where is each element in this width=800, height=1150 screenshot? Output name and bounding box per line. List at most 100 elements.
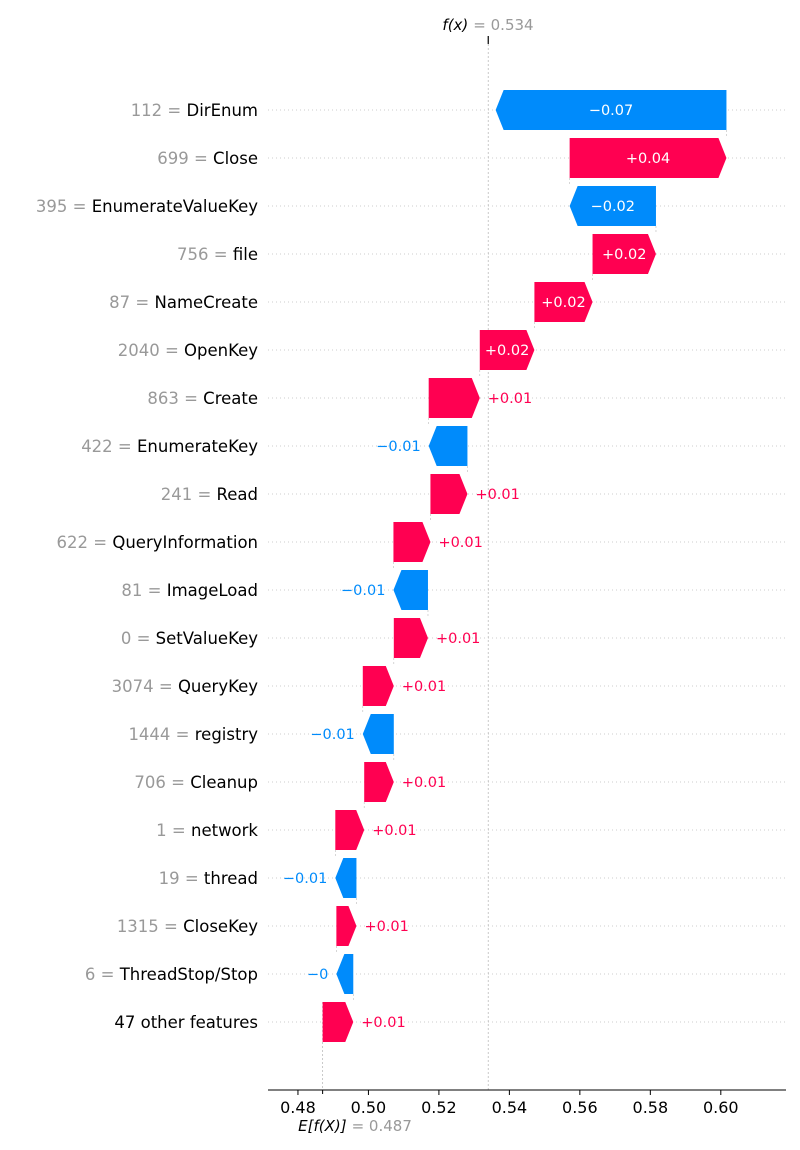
feature-value: 622 = <box>57 533 113 552</box>
feature-name: CloseKey <box>183 917 258 936</box>
feature-label: 241 = Read <box>161 485 258 504</box>
feature-name: ThreadStop/Stop <box>119 965 258 984</box>
feature-label: 706 = Cleanup <box>134 773 258 792</box>
feature-label: 756 = file <box>177 245 258 264</box>
waterfall-bar <box>322 1002 354 1042</box>
feature-label: 699 = Close <box>157 149 258 168</box>
feature-name: ImageLoad <box>167 581 258 600</box>
feature-value: 3074 = <box>112 677 178 696</box>
feature-label: 1444 = registry <box>128 725 258 744</box>
fx-label: f(x) = 0.534 <box>442 16 533 34</box>
x-axis: 0.48 0.50 0.52 0.54 0.56 0.58 0.60 <box>268 1089 786 1117</box>
bar-value-label: +0.02 <box>541 295 585 311</box>
feature-value: 87 = <box>109 293 154 312</box>
waterfall-bar <box>495 90 727 130</box>
waterfall-bar <box>430 474 468 514</box>
feature-label: 422 = EnumerateKey <box>81 437 258 456</box>
feature-label: 1315 = CloseKey <box>117 917 258 936</box>
bar-value-label: +0.01 <box>361 1015 405 1031</box>
waterfall-bar <box>393 618 428 658</box>
x-tick-label: 0.56 <box>562 1098 598 1117</box>
bar-value-label: −0.01 <box>376 439 420 455</box>
waterfall-bar <box>362 714 394 754</box>
feature-label: 47 other features <box>114 1013 258 1032</box>
feature-name: Read <box>217 485 258 504</box>
feature-value: 6 = <box>85 965 120 984</box>
feature-name: 47 other features <box>114 1013 258 1032</box>
contribution-bars: −0.07 +0.04 −0.02 +0.02 +0.02 +0.02 +0.01 −0.01… <box>283 90 727 1042</box>
feature-label: 19 = thread <box>159 869 258 888</box>
efx-annotation: E[f(X)] = 0.487 <box>298 1117 412 1135</box>
feature-value: 0 = <box>121 629 156 648</box>
feature-value: 395 = <box>36 197 92 216</box>
bar-value-label: +0.01 <box>402 775 446 791</box>
waterfall-bar <box>592 234 656 274</box>
efx-label: E[f(X)] = 0.487 <box>298 1117 412 1135</box>
waterfall-bar <box>335 858 357 898</box>
feature-name: EnumerateKey <box>137 437 258 456</box>
bar-value-label: +0.01 <box>372 823 416 839</box>
feature-value: 863 = <box>147 389 203 408</box>
bar-value-label: −0 <box>307 967 328 983</box>
fx-annotation: f(x) = 0.534 <box>442 16 533 34</box>
feature-value: 112 = <box>131 101 187 120</box>
feature-name: thread <box>204 869 258 888</box>
feature-value: 422 = <box>81 437 137 456</box>
feature-label: 622 = QueryInformation <box>57 533 258 552</box>
feature-name: Close <box>213 149 258 168</box>
feature-label: 81 = ImageLoad <box>121 581 258 600</box>
waterfall-bar <box>362 666 394 706</box>
x-tick-label: 0.58 <box>633 1098 669 1117</box>
x-tick-label: 0.52 <box>421 1098 457 1117</box>
waterfall-bar <box>569 138 727 178</box>
bar-value-label: +0.01 <box>364 919 408 935</box>
bar-value-label: +0.01 <box>475 487 519 503</box>
feature-label: 2040 = OpenKey <box>118 341 259 360</box>
bar-value-label: −0.02 <box>591 199 635 215</box>
bar-value-label: +0.04 <box>626 151 670 167</box>
bar-value-label: +0.02 <box>602 247 646 263</box>
bar-value-label: +0.01 <box>488 391 532 407</box>
bar-value-label: +0.02 <box>485 343 529 359</box>
feature-value: 756 = <box>177 245 233 264</box>
feature-name: DirEnum <box>187 101 259 120</box>
feature-name: SetValueKey <box>156 629 259 648</box>
feature-value: 1 = <box>156 821 191 840</box>
feature-name: registry <box>195 725 258 744</box>
bar-value-label: −0.07 <box>589 103 633 119</box>
feature-name: NameCreate <box>154 293 258 312</box>
feature-label: 112 = DirEnum <box>131 101 258 120</box>
x-tick-label: 0.54 <box>492 1098 528 1117</box>
waterfall-bar <box>393 522 431 562</box>
feature-name: network <box>191 821 258 840</box>
feature-value: 241 = <box>161 485 217 504</box>
feature-label: 87 = NameCreate <box>109 293 258 312</box>
feature-name: QueryKey <box>178 677 258 696</box>
bar-value-label: +0.01 <box>438 535 482 551</box>
feature-label: 395 = EnumerateValueKey <box>36 197 258 216</box>
feature-labels: 112 = DirEnum 699 = Close 395 = EnumerateV… <box>36 101 259 1032</box>
feature-label: 0 = SetValueKey <box>121 629 258 648</box>
x-tick-label: 0.50 <box>351 1098 387 1117</box>
feature-value: 2040 = <box>118 341 184 360</box>
feature-value: 1315 = <box>117 917 183 936</box>
waterfall-bar <box>393 570 428 610</box>
waterfall-bar <box>335 810 365 850</box>
waterfall-bar <box>479 330 535 370</box>
bar-value-label: −0.01 <box>283 871 327 887</box>
reference-lines <box>322 36 727 1090</box>
waterfall-bar <box>428 378 480 418</box>
waterfall-bar <box>336 954 354 994</box>
feature-name: file <box>233 245 258 264</box>
feature-name: Cleanup <box>190 773 258 792</box>
waterfall-bar <box>569 186 656 226</box>
bar-value-label: −0.01 <box>341 583 385 599</box>
feature-value: 1444 = <box>128 725 194 744</box>
waterfall-bar <box>336 906 357 946</box>
feature-value: 699 = <box>157 149 213 168</box>
feature-value: 81 = <box>121 581 166 600</box>
bar-value-label: +0.01 <box>436 631 480 647</box>
feature-label: 3074 = QueryKey <box>112 677 259 696</box>
feature-name: EnumerateValueKey <box>92 197 259 216</box>
